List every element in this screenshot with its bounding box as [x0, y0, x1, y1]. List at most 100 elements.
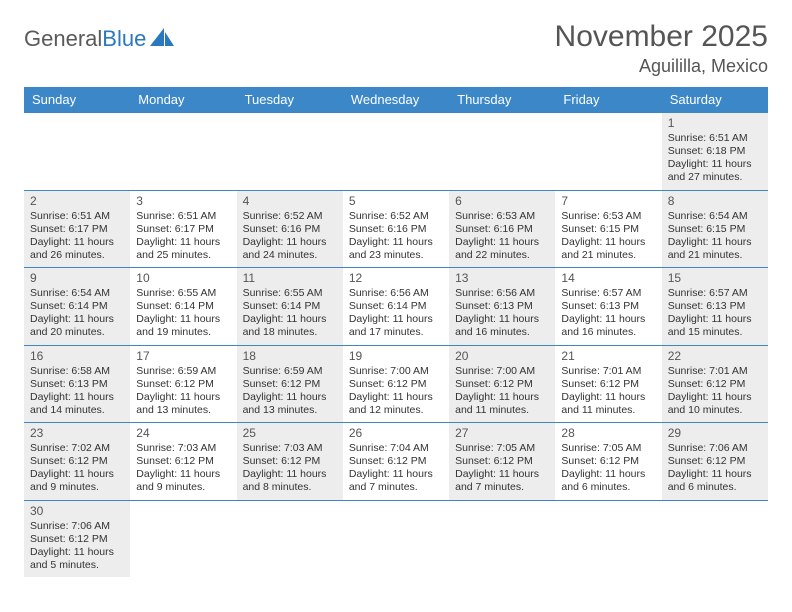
calendar-week-row: 16Sunrise: 6:58 AMSunset: 6:13 PMDayligh… — [24, 345, 768, 423]
day-info: Sunrise: 6:54 AMSunset: 6:14 PMDaylight:… — [30, 287, 124, 340]
calendar-day-cell: 16Sunrise: 6:58 AMSunset: 6:13 PMDayligh… — [24, 345, 130, 423]
calendar-day-cell: 20Sunrise: 7:00 AMSunset: 6:12 PMDayligh… — [449, 345, 555, 423]
col-thu: Thursday — [449, 87, 555, 113]
day-info: Sunrise: 6:57 AMSunset: 6:13 PMDaylight:… — [668, 287, 762, 340]
daylight-line-2: and 24 minutes. — [243, 249, 337, 262]
day-info: Sunrise: 7:03 AMSunset: 6:12 PMDaylight:… — [136, 442, 230, 495]
daylight-line-1: Daylight: 11 hours — [136, 391, 230, 404]
calendar-day-cell: 1Sunrise: 6:51 AMSunset: 6:18 PMDaylight… — [662, 113, 768, 191]
sunset-line: Sunset: 6:15 PM — [561, 223, 655, 236]
day-number: 15 — [668, 271, 762, 286]
sunrise-line: Sunrise: 6:59 AM — [136, 365, 230, 378]
sunset-line: Sunset: 6:16 PM — [243, 223, 337, 236]
brand-blue: Blue — [102, 26, 146, 52]
calendar-week-row: 23Sunrise: 7:02 AMSunset: 6:12 PMDayligh… — [24, 423, 768, 501]
calendar-week-row: 2Sunrise: 6:51 AMSunset: 6:17 PMDaylight… — [24, 190, 768, 268]
day-number: 4 — [243, 194, 337, 209]
daylight-line-1: Daylight: 11 hours — [668, 313, 762, 326]
daylight-line-1: Daylight: 11 hours — [349, 313, 443, 326]
month-title: November 2025 — [555, 20, 768, 54]
sunset-line: Sunset: 6:16 PM — [455, 223, 549, 236]
title-block: November 2025 Aguililla, Mexico — [555, 20, 768, 77]
day-number: 13 — [455, 271, 549, 286]
day-info: Sunrise: 6:54 AMSunset: 6:15 PMDaylight:… — [668, 210, 762, 263]
day-number: 14 — [561, 271, 655, 286]
calendar-day-cell — [237, 113, 343, 191]
daylight-line-1: Daylight: 11 hours — [243, 391, 337, 404]
daylight-line-2: and 15 minutes. — [668, 326, 762, 339]
day-number: 3 — [136, 194, 230, 209]
sunset-line: Sunset: 6:13 PM — [561, 300, 655, 313]
calendar-day-cell — [130, 500, 236, 577]
daylight-line-2: and 17 minutes. — [349, 326, 443, 339]
daylight-line-1: Daylight: 11 hours — [136, 313, 230, 326]
calendar-day-cell: 18Sunrise: 6:59 AMSunset: 6:12 PMDayligh… — [237, 345, 343, 423]
daylight-line-1: Daylight: 11 hours — [561, 313, 655, 326]
day-info: Sunrise: 7:04 AMSunset: 6:12 PMDaylight:… — [349, 442, 443, 495]
day-number: 8 — [668, 194, 762, 209]
brand-general: General — [24, 26, 102, 52]
sunrise-line: Sunrise: 6:52 AM — [349, 210, 443, 223]
daylight-line-2: and 16 minutes. — [561, 326, 655, 339]
daylight-line-2: and 5 minutes. — [30, 559, 124, 572]
calendar-day-cell — [343, 113, 449, 191]
day-info: Sunrise: 6:58 AMSunset: 6:13 PMDaylight:… — [30, 365, 124, 418]
daylight-line-2: and 27 minutes. — [668, 171, 762, 184]
daylight-line-1: Daylight: 11 hours — [136, 236, 230, 249]
daylight-line-2: and 8 minutes. — [243, 481, 337, 494]
day-info: Sunrise: 7:00 AMSunset: 6:12 PMDaylight:… — [455, 365, 549, 418]
day-number: 10 — [136, 271, 230, 286]
daylight-line-1: Daylight: 11 hours — [668, 391, 762, 404]
sunset-line: Sunset: 6:14 PM — [349, 300, 443, 313]
day-info: Sunrise: 7:00 AMSunset: 6:12 PMDaylight:… — [349, 365, 443, 418]
calendar-day-cell: 6Sunrise: 6:53 AMSunset: 6:16 PMDaylight… — [449, 190, 555, 268]
calendar-day-cell: 5Sunrise: 6:52 AMSunset: 6:16 PMDaylight… — [343, 190, 449, 268]
daylight-line-1: Daylight: 11 hours — [561, 391, 655, 404]
sunset-line: Sunset: 6:16 PM — [349, 223, 443, 236]
sunrise-line: Sunrise: 7:05 AM — [561, 442, 655, 455]
day-info: Sunrise: 7:06 AMSunset: 6:12 PMDaylight:… — [30, 520, 124, 573]
calendar-day-cell: 13Sunrise: 6:56 AMSunset: 6:13 PMDayligh… — [449, 268, 555, 346]
daylight-line-2: and 6 minutes. — [561, 481, 655, 494]
col-sat: Saturday — [662, 87, 768, 113]
daylight-line-1: Daylight: 11 hours — [455, 391, 549, 404]
calendar-day-cell — [237, 500, 343, 577]
sunset-line: Sunset: 6:13 PM — [30, 378, 124, 391]
day-number: 24 — [136, 426, 230, 441]
day-info: Sunrise: 6:55 AMSunset: 6:14 PMDaylight:… — [243, 287, 337, 340]
daylight-line-1: Daylight: 11 hours — [243, 313, 337, 326]
daylight-line-2: and 19 minutes. — [136, 326, 230, 339]
calendar-day-cell: 7Sunrise: 6:53 AMSunset: 6:15 PMDaylight… — [555, 190, 661, 268]
sunset-line: Sunset: 6:12 PM — [668, 378, 762, 391]
sunrise-line: Sunrise: 6:51 AM — [30, 210, 124, 223]
daylight-line-1: Daylight: 11 hours — [30, 546, 124, 559]
calendar-day-cell: 25Sunrise: 7:03 AMSunset: 6:12 PMDayligh… — [237, 423, 343, 501]
sunrise-line: Sunrise: 6:59 AM — [243, 365, 337, 378]
calendar-day-cell — [343, 500, 449, 577]
sunset-line: Sunset: 6:12 PM — [349, 455, 443, 468]
daylight-line-2: and 13 minutes. — [136, 404, 230, 417]
sunrise-line: Sunrise: 6:55 AM — [243, 287, 337, 300]
day-number: 28 — [561, 426, 655, 441]
calendar-day-cell: 15Sunrise: 6:57 AMSunset: 6:13 PMDayligh… — [662, 268, 768, 346]
day-number: 23 — [30, 426, 124, 441]
day-info: Sunrise: 6:56 AMSunset: 6:14 PMDaylight:… — [349, 287, 443, 340]
day-info: Sunrise: 6:59 AMSunset: 6:12 PMDaylight:… — [136, 365, 230, 418]
daylight-line-1: Daylight: 11 hours — [455, 236, 549, 249]
day-number: 5 — [349, 194, 443, 209]
daylight-line-2: and 23 minutes. — [349, 249, 443, 262]
sunset-line: Sunset: 6:14 PM — [136, 300, 230, 313]
col-fri: Friday — [555, 87, 661, 113]
daylight-line-2: and 7 minutes. — [455, 481, 549, 494]
col-mon: Monday — [130, 87, 236, 113]
calendar-day-cell: 12Sunrise: 6:56 AMSunset: 6:14 PMDayligh… — [343, 268, 449, 346]
day-number: 1 — [668, 116, 762, 131]
sunrise-line: Sunrise: 7:05 AM — [455, 442, 549, 455]
calendar-day-cell: 28Sunrise: 7:05 AMSunset: 6:12 PMDayligh… — [555, 423, 661, 501]
sunrise-line: Sunrise: 6:51 AM — [668, 132, 762, 145]
day-number: 18 — [243, 349, 337, 364]
daylight-line-2: and 21 minutes. — [561, 249, 655, 262]
sunset-line: Sunset: 6:12 PM — [668, 455, 762, 468]
sail-icon — [150, 26, 176, 52]
calendar-day-cell: 9Sunrise: 6:54 AMSunset: 6:14 PMDaylight… — [24, 268, 130, 346]
